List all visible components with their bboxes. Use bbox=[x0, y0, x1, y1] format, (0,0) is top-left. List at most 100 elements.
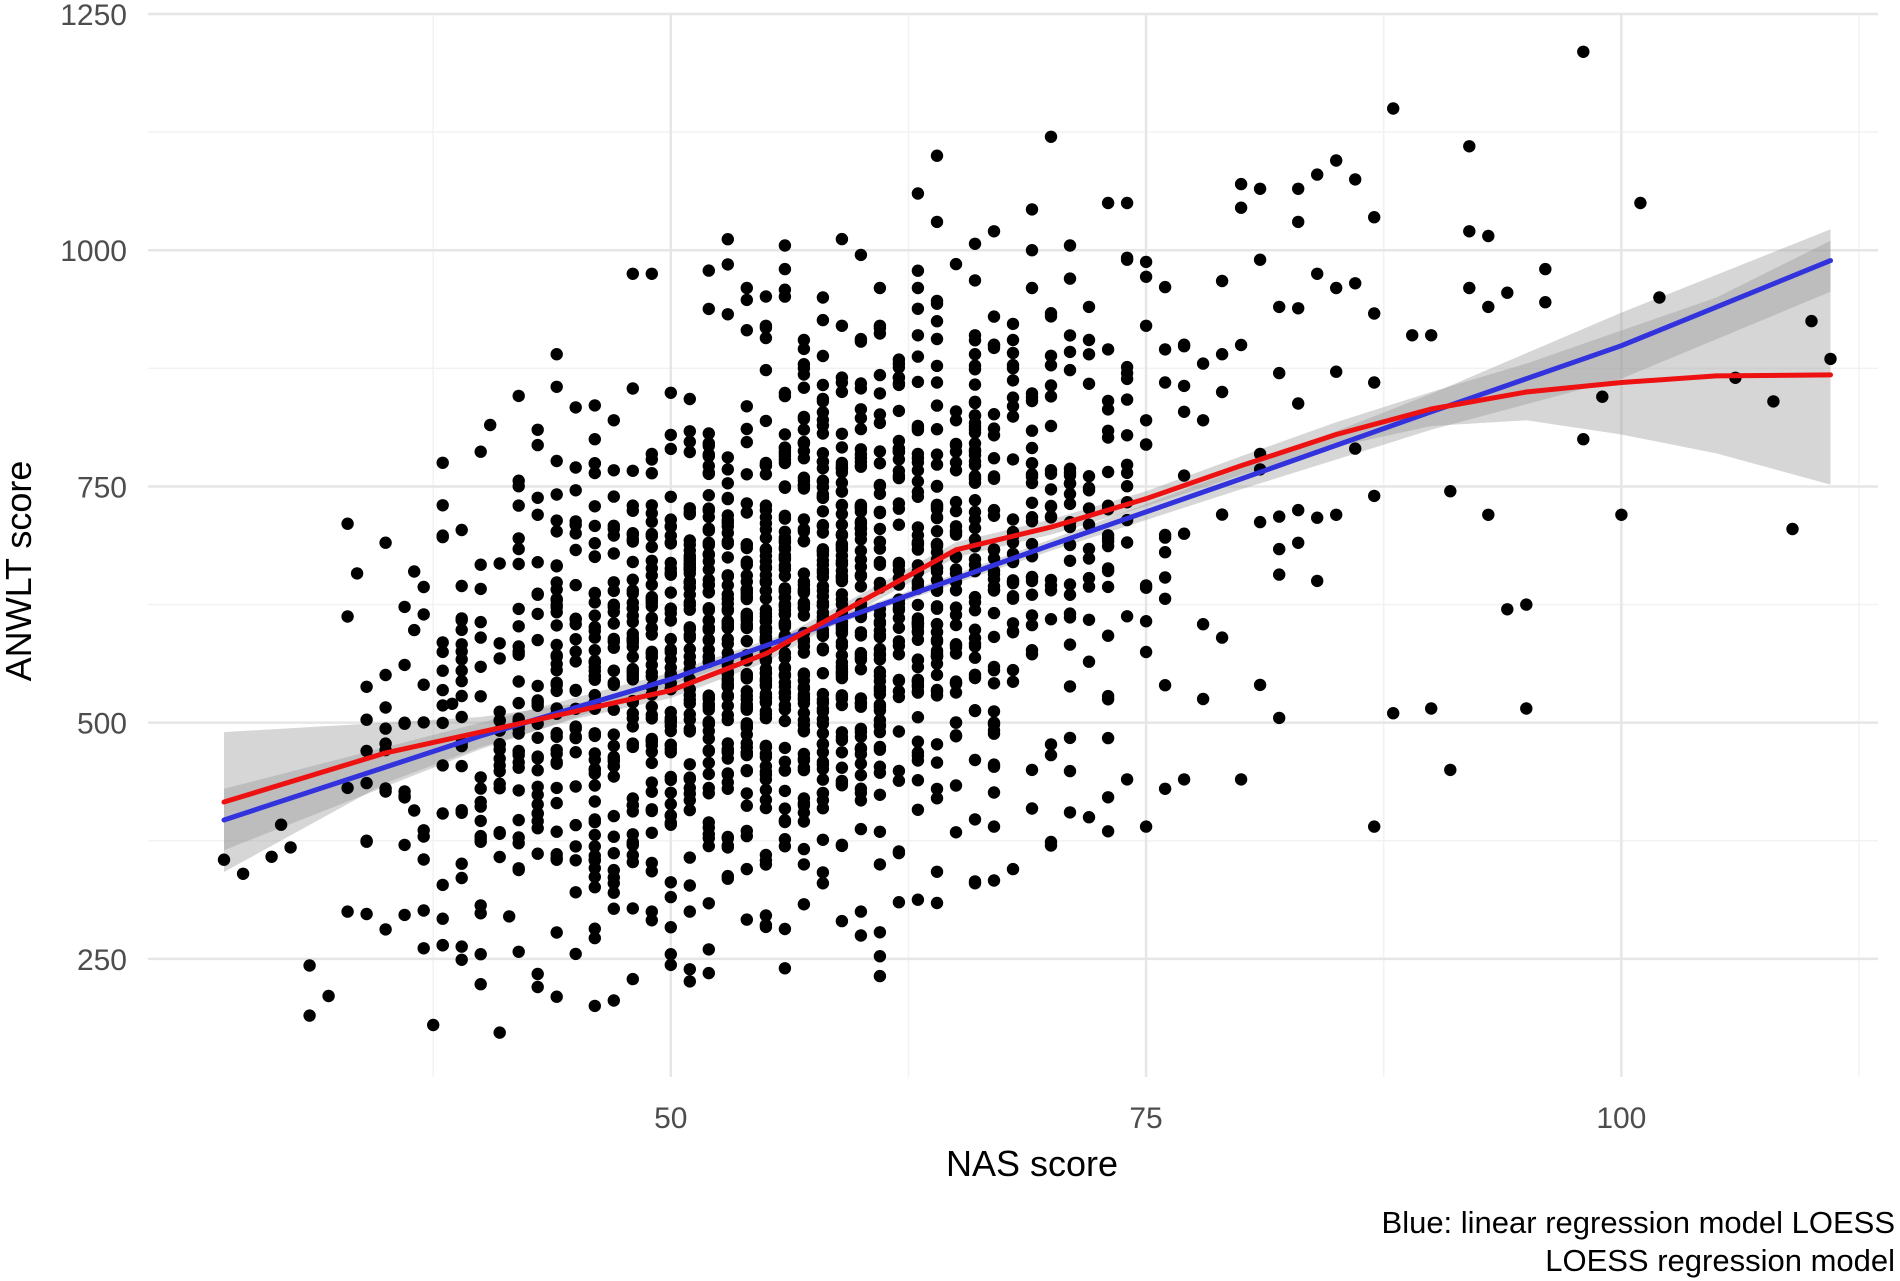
data-point bbox=[1292, 182, 1305, 195]
data-point bbox=[911, 893, 925, 906]
data-point bbox=[417, 678, 430, 691]
data-point bbox=[854, 422, 868, 436]
data-point bbox=[1063, 578, 1077, 591]
data-point bbox=[911, 654, 925, 667]
data-point bbox=[550, 638, 563, 652]
data-point bbox=[854, 411, 868, 425]
data-point bbox=[417, 608, 430, 621]
data-point bbox=[588, 466, 601, 480]
data-point bbox=[417, 580, 430, 594]
data-point bbox=[740, 497, 753, 510]
data-point bbox=[607, 847, 620, 860]
data-point bbox=[1368, 211, 1381, 224]
data-point bbox=[740, 435, 753, 449]
data-point bbox=[531, 556, 544, 569]
data-point bbox=[911, 187, 925, 200]
data-point bbox=[778, 962, 792, 975]
data-point bbox=[949, 495, 963, 509]
data-point bbox=[759, 458, 773, 472]
data-point bbox=[702, 821, 715, 834]
data-point bbox=[455, 579, 468, 593]
data-point bbox=[303, 1009, 316, 1022]
data-point bbox=[1501, 603, 1514, 616]
data-point bbox=[797, 567, 811, 580]
data-point bbox=[588, 399, 601, 412]
data-point bbox=[531, 423, 544, 436]
data-point bbox=[436, 716, 449, 730]
data-point bbox=[816, 462, 830, 475]
data-point bbox=[721, 588, 734, 601]
data-point bbox=[1082, 300, 1096, 314]
data-point bbox=[835, 371, 849, 384]
data-point bbox=[892, 469, 906, 482]
data-point bbox=[645, 865, 658, 878]
data-point bbox=[1025, 281, 1039, 295]
data-point bbox=[949, 826, 963, 839]
data-point bbox=[873, 648, 887, 662]
data-point bbox=[987, 758, 1001, 771]
data-point bbox=[987, 786, 1001, 799]
data-point bbox=[1196, 692, 1210, 706]
data-point bbox=[968, 623, 982, 636]
data-point bbox=[892, 404, 906, 418]
data-point bbox=[873, 969, 887, 983]
data-point bbox=[987, 503, 1001, 517]
data-point bbox=[1577, 433, 1590, 446]
data-point bbox=[1063, 806, 1077, 819]
data-point bbox=[1025, 537, 1039, 551]
data-point bbox=[835, 537, 849, 551]
data-point bbox=[1234, 177, 1248, 191]
data-point bbox=[968, 513, 982, 526]
data-point bbox=[778, 714, 792, 728]
data-point bbox=[1653, 291, 1666, 304]
data-point bbox=[474, 948, 487, 961]
data-point bbox=[721, 537, 734, 550]
data-point bbox=[702, 897, 715, 910]
data-point bbox=[740, 634, 753, 648]
data-point bbox=[968, 668, 982, 681]
data-point bbox=[721, 463, 734, 476]
data-point bbox=[987, 677, 1001, 690]
data-point bbox=[379, 668, 392, 682]
data-point bbox=[835, 570, 849, 583]
data-point bbox=[778, 680, 792, 693]
data-point bbox=[1025, 496, 1039, 509]
data-point bbox=[436, 530, 449, 544]
data-point bbox=[797, 368, 811, 381]
data-point bbox=[721, 516, 734, 530]
data-point bbox=[531, 696, 544, 709]
data-point bbox=[1063, 272, 1077, 285]
data-point bbox=[664, 632, 677, 646]
data-point bbox=[1120, 366, 1134, 380]
data-point bbox=[550, 757, 563, 770]
data-point bbox=[1025, 457, 1039, 470]
data-point bbox=[1025, 244, 1039, 257]
data-point bbox=[683, 557, 696, 571]
data-point bbox=[835, 779, 849, 792]
data-point bbox=[816, 866, 830, 879]
data-point bbox=[1330, 508, 1343, 521]
data-point bbox=[1044, 613, 1058, 626]
data-point bbox=[1101, 403, 1115, 416]
data-point bbox=[816, 773, 830, 786]
data-point bbox=[683, 758, 696, 771]
data-point bbox=[1368, 376, 1381, 389]
data-point bbox=[1006, 346, 1020, 360]
data-point bbox=[550, 796, 563, 810]
data-point bbox=[968, 396, 982, 410]
data-point bbox=[911, 475, 925, 488]
data-point bbox=[664, 816, 677, 829]
data-point bbox=[740, 583, 753, 596]
data-point bbox=[1082, 377, 1096, 390]
data-point bbox=[892, 896, 906, 909]
data-point bbox=[1063, 680, 1077, 693]
data-point bbox=[949, 528, 963, 541]
data-point bbox=[588, 922, 601, 935]
data-point bbox=[892, 764, 906, 778]
data-point bbox=[930, 448, 944, 461]
data-point bbox=[892, 518, 906, 531]
data-point bbox=[702, 264, 715, 277]
data-point bbox=[797, 858, 811, 871]
data-point bbox=[474, 660, 487, 673]
data-point bbox=[816, 802, 830, 815]
